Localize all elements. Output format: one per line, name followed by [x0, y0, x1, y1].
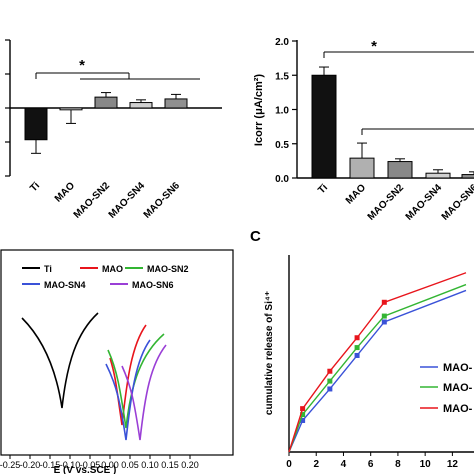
panel-d-legend-label: MAO-SN6: [132, 280, 174, 290]
panel-c-x-tick-label: 6: [368, 459, 374, 470]
panel-a-x-tick-label: MAO-SN2: [72, 180, 113, 221]
panel-a-x-tick-label: Ti: [28, 180, 42, 194]
panel-b-y-tick-label: 0.0: [275, 174, 289, 185]
panel-b-y-tick-label: 1.5: [275, 71, 289, 82]
panel-c-data-point: [300, 406, 306, 412]
panel-a-bar-ti: [24, 107, 48, 141]
panel-a-bar-mao-sn4: [129, 102, 153, 109]
panel-c-data-point: [354, 345, 360, 351]
panel-c-series-line: [288, 272, 467, 453]
panel-b-y-axis-label: Icorr (μA/cm²): [253, 74, 265, 146]
panel-d-x-tick-label: -0.25: [0, 460, 20, 470]
panel-a-bar-mao-sn6: [164, 98, 188, 109]
panel-c-series-line: [288, 289, 467, 453]
panel-c-x-tick-label: 8: [395, 459, 401, 470]
panel-c-series-line: [288, 283, 467, 453]
panel-c-data-point: [327, 386, 333, 392]
panel-b-x-tick-label: MAO-SN6: [440, 182, 474, 223]
panel-a-bar-mao: [59, 107, 83, 111]
panel-c-x-tick-label: 2: [313, 459, 319, 470]
panel-d-curve-mao-sn4: [105, 339, 151, 441]
panel-a-x-tick-label: MAO-SN6: [142, 180, 183, 221]
panel-c-x-tick-label: 12: [447, 459, 459, 470]
panel-a-significance-star: *: [79, 57, 85, 74]
panel-b-x-tick-label: Ti: [316, 182, 330, 196]
panel-b-bar-mao-sn2: [387, 161, 413, 179]
panel-d-x-tick-label: -0.05: [80, 460, 101, 470]
panel-d-x-tick-label: -0.10: [60, 460, 81, 470]
panel-d-curve-mao-sn6: [121, 344, 167, 441]
panel-d-x-tick-label: -0.20: [20, 460, 41, 470]
panel-d-x-tick-label: 0.20: [181, 460, 199, 470]
panel-c-data-point: [327, 368, 333, 374]
panel-b-significance-star: *: [371, 38, 377, 55]
panel-c-data-point: [300, 412, 306, 418]
panel-c-legend-label: MAO-: [443, 403, 473, 415]
panel-c-x-tick-label: 10: [420, 459, 432, 470]
panel-d-x-tick-label: -0.15: [40, 460, 61, 470]
panel-b-y-tick-label: 2.0: [275, 37, 289, 48]
panel-c-data-point: [300, 417, 306, 423]
panel-c-legend-label: MAO-: [443, 362, 473, 374]
panel-c-x-tick-label: 0: [286, 459, 292, 470]
panel-d-x-tick-label: 0.00: [101, 460, 119, 470]
panel-c-data-point: [327, 378, 333, 384]
panel-a-bar-mao-sn2: [94, 96, 118, 109]
panel-c-label: C: [250, 228, 261, 245]
panel-b-bar-ti: [311, 74, 337, 179]
panel-d-polarization-curves: -0.25 -0.20 -0.15 -0.10 -0.05 0.00 0.05 0.10 0.1…: [0, 249, 234, 474]
panel-d-x-axis-label: E (V vs.SCE ): [54, 465, 117, 474]
panel-c-si-release-chart: C 0 2 4 6 8 10 12 cumulative release of Si⁴⁺ MAO…: [250, 228, 474, 470]
panel-b-bar-mao-sn4: [425, 172, 451, 179]
panel-d-legend-label: Ti: [44, 264, 52, 274]
panel-d-curve-ti: [21, 312, 99, 409]
panel-d-x-tick-label: 0.10: [141, 460, 159, 470]
panel-b-bar-mao: [349, 157, 375, 179]
panel-b-bar-mao-sn6: [461, 174, 474, 179]
panel-b-y-tick-label: 1.0: [275, 106, 289, 117]
panel-c-y-axis-label: cumulative release of Si⁴⁺: [264, 291, 275, 415]
panel-b-x-tick-label: MAO-SN2: [366, 182, 407, 223]
panel-c-data-point: [354, 352, 360, 358]
panel-b-x-tick-label: MAO-SN4: [404, 182, 445, 223]
panel-a-x-tick-label: MAO-SN4: [107, 180, 148, 221]
panel-d-curve-mao-sn2: [107, 333, 165, 429]
panel-c-x-tick-label: 4: [341, 459, 347, 470]
panel-b-x-tick-label: MAO: [344, 182, 368, 206]
panel-d-frame: [0, 249, 234, 456]
panel-b-y-tick-label: 0.5: [275, 140, 289, 151]
panel-c-data-point: [354, 335, 360, 341]
panel-a-x-tick-label: MAO: [53, 180, 77, 204]
panel-c-data-point: [381, 313, 387, 319]
panel-d-x-tick-label: 0.05: [121, 460, 139, 470]
panel-d-legend-label: MAO: [102, 264, 123, 274]
panel-c-data-point: [381, 299, 387, 305]
panel-d-curve-mao: [109, 324, 147, 426]
panel-d-legend-label: MAO-SN2: [147, 264, 189, 274]
panel-d-legend-label: MAO-SN4: [44, 280, 86, 290]
panel-c-data-point: [381, 319, 387, 325]
panel-d-x-tick-label: 0.15: [161, 460, 179, 470]
panel-c-legend-label: MAO-: [443, 382, 473, 394]
